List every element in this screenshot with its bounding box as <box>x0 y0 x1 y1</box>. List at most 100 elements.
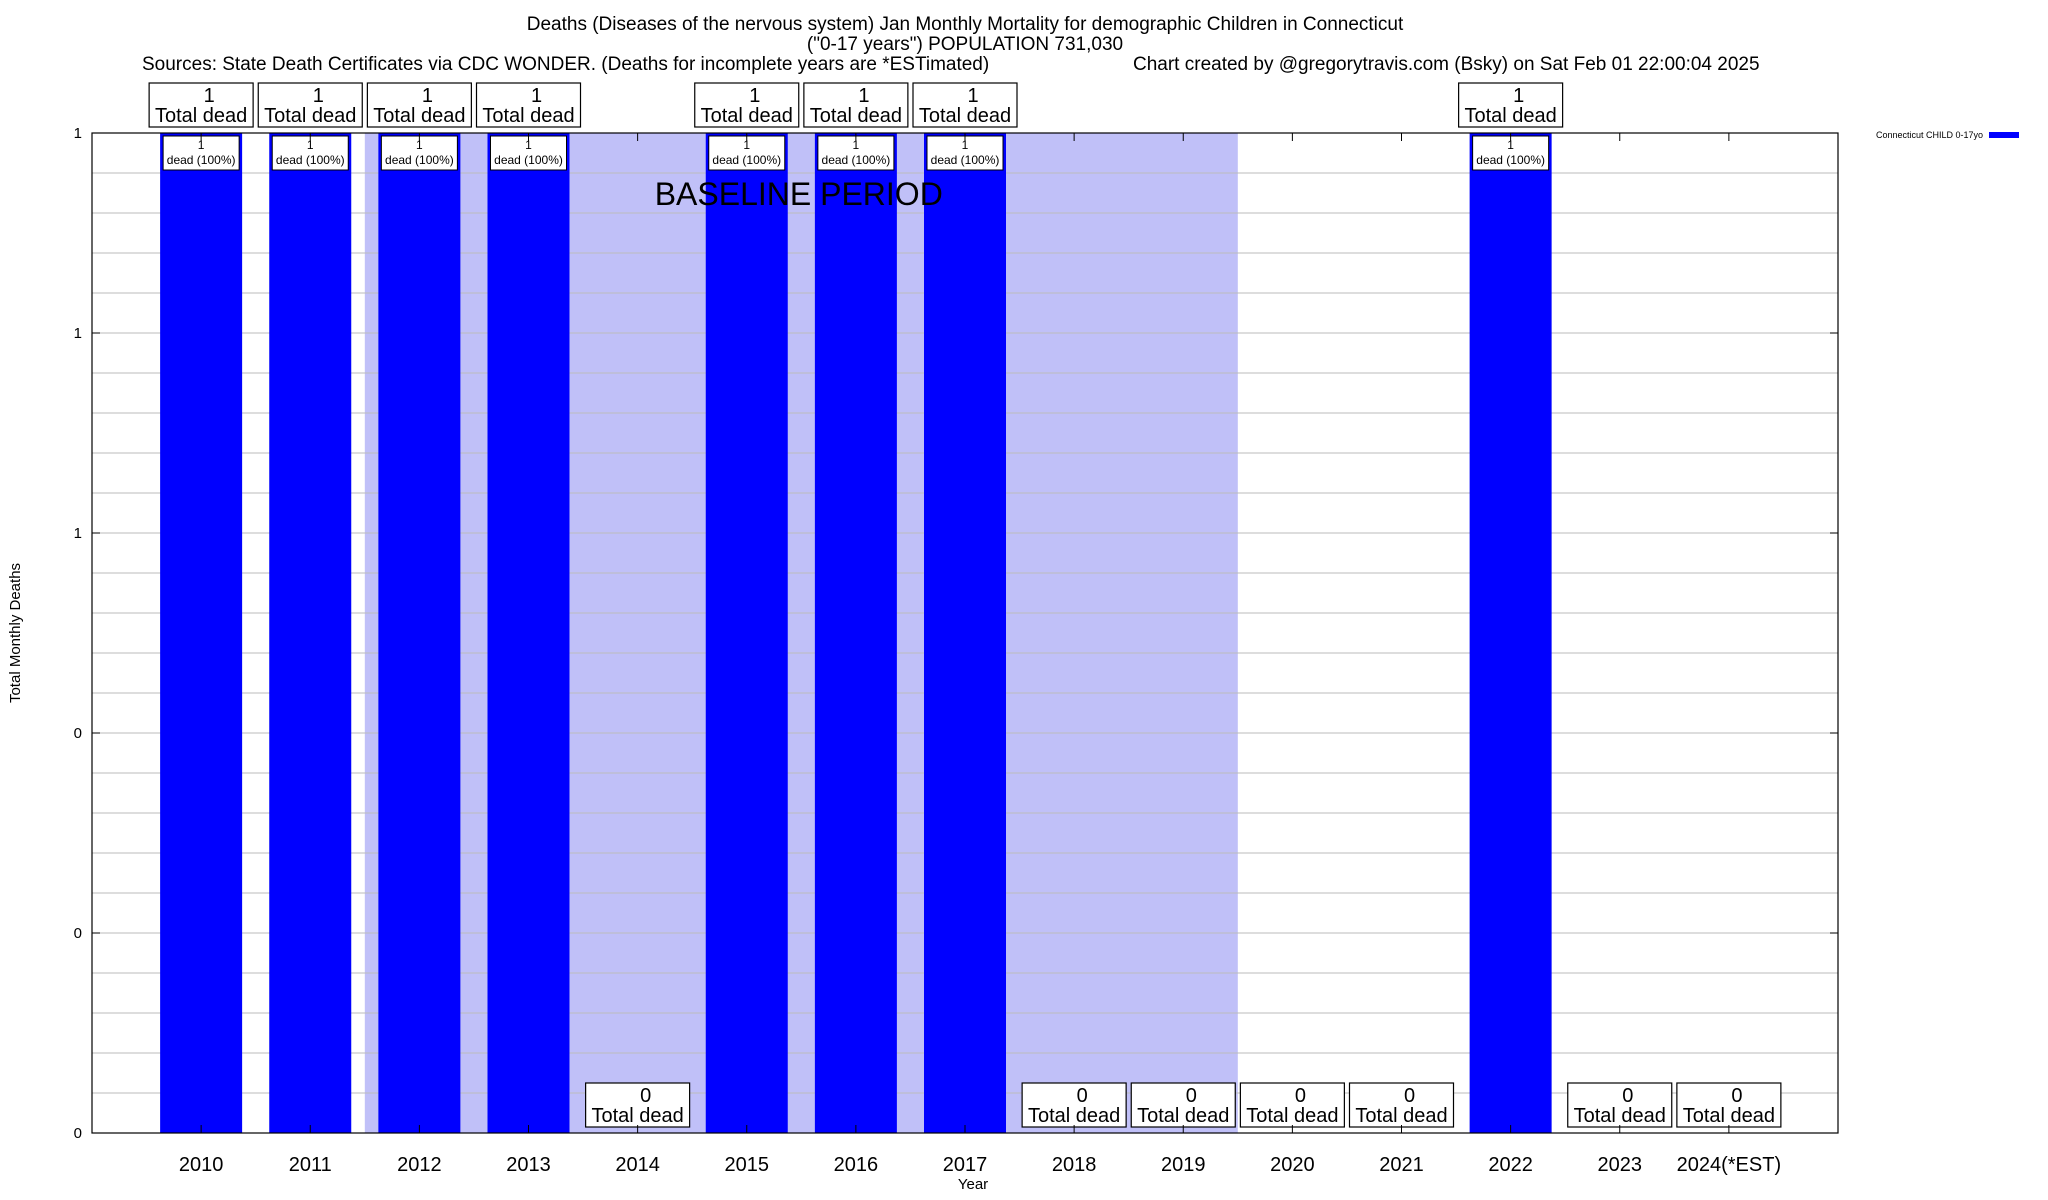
bar-inner-label-box <box>162 135 240 171</box>
x-tick-label: 2021 <box>1379 1154 1424 1176</box>
bar-inner-label-caption: dead (100%) <box>167 153 236 167</box>
total-dead-caption: Total dead <box>373 105 465 127</box>
y-tick-label: 0 <box>74 725 82 742</box>
total-dead-box <box>148 82 254 128</box>
bar-inner-label-number: 1 <box>525 138 532 152</box>
x-tick-label: 2022 <box>1488 1154 1533 1176</box>
total-dead-caption: Total dead <box>919 105 1011 127</box>
total-dead-box <box>1676 1082 1782 1128</box>
bar <box>378 133 461 1133</box>
total-dead-box <box>1567 1082 1673 1128</box>
x-tick-label: 2023 <box>1598 1154 1643 1176</box>
x-tick-label: 2019 <box>1161 1154 1206 1176</box>
bar-inner-label-caption: dead (100%) <box>494 153 563 167</box>
total-dead-caption: Total dead <box>1355 1105 1447 1127</box>
x-tick-label: 2011 <box>289 1154 332 1176</box>
bar-inner-label-number: 1 <box>853 138 860 152</box>
total-dead-box <box>803 82 909 128</box>
bar-inner-label-box <box>380 135 458 171</box>
total-dead-value: 0 <box>1077 1085 1088 1107</box>
bar-inner-label-number: 1 <box>962 138 969 152</box>
total-dead-value: 1 <box>313 85 324 107</box>
x-tick-label: 2012 <box>397 1154 442 1176</box>
x-tick-label: 2017 <box>943 1154 988 1176</box>
total-dead-value: 1 <box>967 85 978 107</box>
bar-inner-label-box <box>1472 135 1550 171</box>
bar <box>269 133 352 1133</box>
plot-frame <box>91 132 1839 1134</box>
total-dead-value: 0 <box>1731 1085 1742 1107</box>
baseline-period-label: BASELINE PERIOD <box>655 176 943 212</box>
total-dead-box <box>1130 1082 1236 1128</box>
legend: Connecticut CHILD 0-17yo <box>1876 130 2020 140</box>
total-dead-value: 0 <box>1295 1085 1306 1107</box>
total-dead-value: 0 <box>1622 1085 1633 1107</box>
total-dead-value: 1 <box>422 85 433 107</box>
bar <box>814 133 897 1133</box>
chart-credit: Chart created by @gregorytravis.com (Bsk… <box>1133 54 1760 75</box>
total-dead-box <box>585 1082 691 1128</box>
bar <box>924 133 1006 1133</box>
total-dead-caption: Total dead <box>1137 1105 1229 1127</box>
total-dead-value: 1 <box>1513 85 1524 107</box>
bar <box>705 133 788 1133</box>
bar-inner-label-number: 1 <box>307 138 314 152</box>
y-tick-label: 1 <box>74 525 82 542</box>
chart-subtitle: ("0-17 years") POPULATION 731,030 <box>806 34 1124 55</box>
total-dead-caption: Total dead <box>591 1105 683 1127</box>
bar-inner-label-caption: dead (100%) <box>1476 153 1545 167</box>
x-tick-label: 2018 <box>1052 1154 1097 1176</box>
total-dead-box <box>1239 1082 1345 1128</box>
total-dead-box <box>475 82 582 128</box>
bar-inner-label-box <box>926 135 1004 171</box>
bar-inner-label-caption: dead (100%) <box>822 153 891 167</box>
total-dead-box <box>1348 1082 1455 1128</box>
bar <box>487 133 570 1133</box>
bar-inner-label-box <box>271 135 349 171</box>
bar-inner-label-caption: dead (100%) <box>385 153 454 167</box>
total-dead-caption: Total dead <box>701 105 793 127</box>
total-dead-value: 1 <box>531 85 542 107</box>
total-dead-caption: Total dead <box>1464 105 1556 127</box>
total-dead-value: 0 <box>640 1085 651 1107</box>
total-dead-box <box>1021 1082 1127 1128</box>
x-tick-label: 2014 <box>615 1154 660 1176</box>
chart-sources: Sources: State Death Certificates via CD… <box>142 54 990 75</box>
total-dead-box <box>912 82 1018 128</box>
bar <box>1469 133 1552 1133</box>
bar-inner-label-number: 1 <box>743 138 750 152</box>
chart-title: Deaths (Diseases of the nervous system) … <box>526 14 1404 35</box>
total-dead-caption: Total dead <box>1246 1105 1338 1127</box>
bar <box>160 133 243 1133</box>
total-dead-box <box>366 82 472 128</box>
total-dead-caption: Total dead <box>1028 1105 1120 1127</box>
total-dead-value: 0 <box>1404 1085 1415 1107</box>
y-axis-label: Total Monthly Deaths <box>7 563 24 703</box>
total-dead-value: 1 <box>749 85 760 107</box>
total-dead-value: 1 <box>858 85 869 107</box>
y-tick-label: 0 <box>74 1125 82 1142</box>
total-dead-caption: Total dead <box>810 105 902 127</box>
total-dead-box <box>257 82 363 128</box>
legend-swatch <box>1989 132 2020 138</box>
bar-inner-label-caption: dead (100%) <box>931 153 1000 167</box>
y-tick-label: 0 <box>74 925 82 942</box>
y-tick-label: 1 <box>74 125 82 142</box>
total-dead-caption: Total dead <box>1574 1105 1666 1127</box>
bar-inner-label-caption: dead (100%) <box>712 153 781 167</box>
x-tick-label: 2024(*EST) <box>1677 1154 1782 1176</box>
x-tick-label: 2013 <box>506 1154 551 1176</box>
total-dead-value: 0 <box>1186 1085 1197 1107</box>
total-dead-caption: Total dead <box>264 105 356 127</box>
bar-inner-label-number: 1 <box>198 138 205 152</box>
y-tick-label: 1 <box>74 325 82 342</box>
total-dead-box <box>694 82 800 128</box>
bar-inner-label-number: 1 <box>416 138 423 152</box>
total-dead-caption: Total dead <box>482 105 574 127</box>
x-tick-label: 2020 <box>1270 1154 1315 1176</box>
x-axis-label: Year <box>958 1176 988 1193</box>
total-dead-value: 1 <box>204 85 215 107</box>
bar-inner-label-caption: dead (100%) <box>276 153 345 167</box>
x-tick-label: 2016 <box>834 1154 879 1176</box>
